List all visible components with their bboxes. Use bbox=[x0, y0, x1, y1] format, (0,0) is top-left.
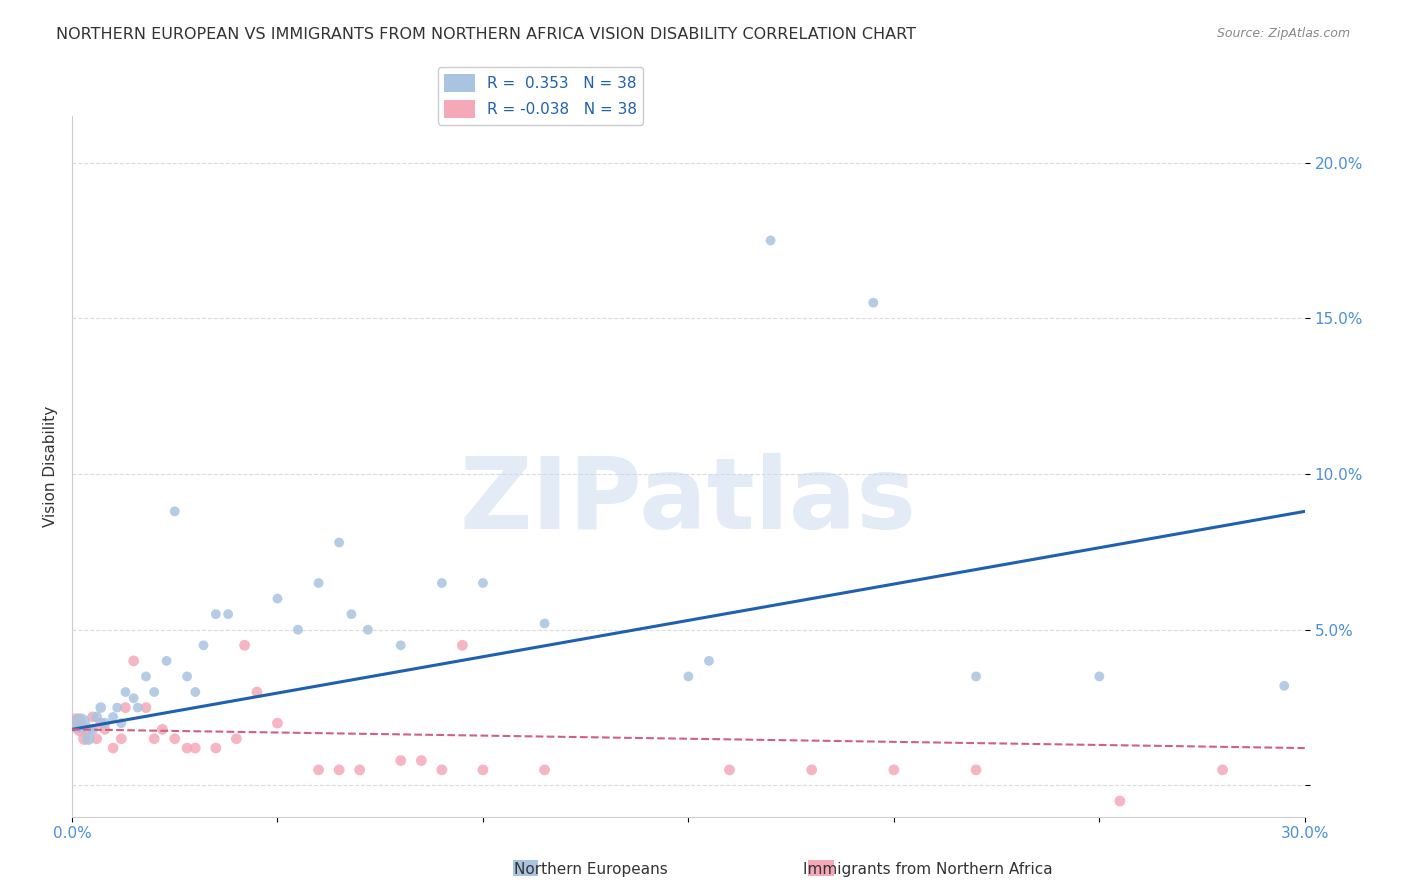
Point bbox=[110, 716, 132, 731]
Point bbox=[225, 731, 247, 746]
Point bbox=[86, 710, 108, 724]
Point bbox=[205, 607, 228, 622]
Point bbox=[114, 685, 136, 699]
Point bbox=[308, 576, 330, 591]
Point bbox=[176, 669, 198, 683]
Point bbox=[471, 576, 494, 591]
Point bbox=[1108, 794, 1130, 808]
Point bbox=[246, 685, 269, 699]
Point bbox=[82, 710, 104, 724]
Point bbox=[77, 723, 100, 737]
Point bbox=[678, 669, 700, 683]
Point bbox=[163, 731, 186, 746]
Point bbox=[155, 654, 177, 668]
Point bbox=[308, 763, 330, 777]
Point bbox=[1088, 669, 1111, 683]
Point bbox=[105, 700, 128, 714]
Point bbox=[533, 763, 555, 777]
Point bbox=[389, 638, 412, 652]
Point bbox=[69, 716, 91, 731]
Point bbox=[90, 716, 112, 731]
Point bbox=[233, 638, 256, 652]
Point bbox=[122, 654, 145, 668]
Point bbox=[77, 731, 100, 746]
Point bbox=[94, 723, 117, 737]
Point bbox=[340, 607, 363, 622]
Point bbox=[471, 763, 494, 777]
Point bbox=[430, 576, 453, 591]
Point bbox=[73, 731, 96, 746]
Point bbox=[411, 754, 433, 768]
Point bbox=[328, 763, 350, 777]
Y-axis label: Vision Disability: Vision Disability bbox=[44, 406, 58, 527]
Point bbox=[697, 654, 720, 668]
Text: ZIPatlas: ZIPatlas bbox=[460, 453, 917, 549]
Point bbox=[965, 669, 987, 683]
Point bbox=[114, 700, 136, 714]
Point bbox=[349, 763, 371, 777]
Point bbox=[184, 741, 207, 756]
Point bbox=[86, 731, 108, 746]
Text: NORTHERN EUROPEAN VS IMMIGRANTS FROM NORTHERN AFRICA VISION DISABILITY CORRELATI: NORTHERN EUROPEAN VS IMMIGRANTS FROM NOR… bbox=[56, 27, 917, 42]
Point bbox=[176, 741, 198, 756]
Point bbox=[205, 741, 228, 756]
Point bbox=[101, 710, 124, 724]
Point bbox=[143, 731, 166, 746]
Point bbox=[163, 504, 186, 518]
Point bbox=[1212, 763, 1234, 777]
Point bbox=[328, 535, 350, 549]
Point bbox=[152, 723, 174, 737]
Point bbox=[69, 723, 91, 737]
Point bbox=[451, 638, 474, 652]
Legend: R =  0.353   N = 38, R = -0.038   N = 38: R = 0.353 N = 38, R = -0.038 N = 38 bbox=[437, 68, 643, 125]
Point bbox=[110, 731, 132, 746]
Point bbox=[718, 763, 741, 777]
Point bbox=[193, 638, 215, 652]
Point bbox=[862, 295, 884, 310]
Point bbox=[357, 623, 380, 637]
Point bbox=[94, 716, 117, 731]
Point bbox=[217, 607, 239, 622]
Point bbox=[82, 723, 104, 737]
Point bbox=[135, 669, 157, 683]
Text: Source: ZipAtlas.com: Source: ZipAtlas.com bbox=[1216, 27, 1350, 40]
Point bbox=[533, 616, 555, 631]
Point bbox=[266, 716, 288, 731]
Text: Immigrants from Northern Africa: Immigrants from Northern Africa bbox=[803, 863, 1053, 877]
Point bbox=[184, 685, 207, 699]
Point bbox=[800, 763, 823, 777]
Point bbox=[430, 763, 453, 777]
Point bbox=[965, 763, 987, 777]
Point bbox=[135, 700, 157, 714]
Point bbox=[1272, 679, 1295, 693]
Point bbox=[883, 763, 905, 777]
Point bbox=[287, 623, 309, 637]
Point bbox=[389, 754, 412, 768]
Point bbox=[122, 691, 145, 706]
Point bbox=[65, 716, 87, 731]
Point bbox=[143, 685, 166, 699]
Point bbox=[90, 700, 112, 714]
Point bbox=[101, 741, 124, 756]
Point bbox=[127, 700, 149, 714]
Text: Northern Europeans: Northern Europeans bbox=[513, 863, 668, 877]
Point bbox=[266, 591, 288, 606]
Point bbox=[759, 234, 782, 248]
